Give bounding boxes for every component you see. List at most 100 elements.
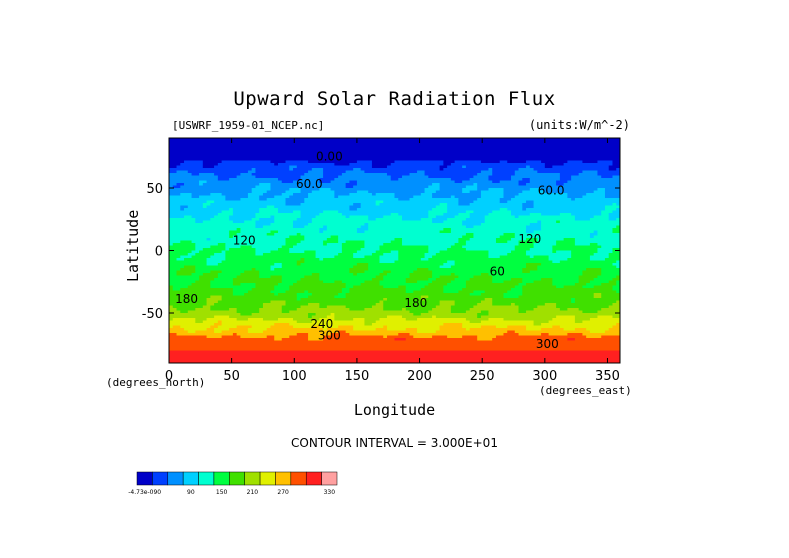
field-cell (484, 158, 490, 162)
field-cell (247, 190, 253, 194)
field-cell (229, 175, 234, 179)
field-cell (503, 175, 508, 179)
field-cell (375, 190, 381, 194)
field-cell (338, 175, 343, 179)
field-cell (259, 180, 264, 184)
field-cell (413, 223, 418, 227)
field-cell (458, 178, 463, 182)
field-cell (356, 155, 362, 159)
field-cell (503, 215, 508, 219)
field-cell (458, 218, 463, 222)
field-cell (601, 163, 606, 167)
field-cell (334, 148, 339, 152)
field-cell (462, 138, 467, 142)
field-cell (315, 138, 320, 142)
field-cell (417, 183, 422, 187)
field-cell (559, 180, 565, 184)
field-cell (184, 143, 189, 147)
field-cell (326, 148, 332, 152)
field-cell (563, 163, 568, 167)
field-cell (413, 170, 418, 174)
field-cell (394, 220, 399, 224)
field-cell (593, 195, 599, 199)
field-cell (522, 188, 527, 192)
field-cell (311, 138, 317, 142)
field-cell (274, 143, 279, 147)
field-cell (616, 218, 620, 222)
field-cell (345, 148, 350, 152)
field-cell (236, 208, 242, 212)
field-cell (221, 193, 226, 197)
field-cell (405, 188, 411, 192)
field-cell (277, 173, 283, 177)
field-cell (454, 138, 459, 142)
field-cell (285, 203, 290, 207)
field-cell (386, 168, 392, 172)
field-cell (469, 218, 475, 222)
field-cell (293, 168, 298, 172)
field-cell (240, 190, 245, 194)
field-cell (206, 138, 211, 142)
field-cell (541, 185, 546, 189)
field-cell (582, 173, 587, 177)
field-cell (571, 195, 576, 199)
field-cell (191, 138, 196, 142)
field-cell (477, 200, 482, 204)
field-cell (379, 175, 384, 179)
field-cell (338, 190, 343, 194)
field-cell (240, 175, 245, 179)
field-cell (541, 183, 546, 187)
field-cell (473, 155, 478, 159)
field-cell (315, 165, 320, 169)
field-cell (375, 163, 381, 167)
field-cell (529, 208, 535, 212)
field-cell (169, 158, 174, 162)
field-cell (277, 160, 283, 164)
field-cell (563, 205, 568, 209)
field-cell (221, 220, 226, 224)
field-cell (574, 215, 580, 219)
field-cell (552, 160, 557, 164)
field-cell (225, 205, 230, 209)
field-cell (548, 150, 553, 154)
field-cell (326, 178, 332, 182)
field-cell (495, 178, 501, 182)
field-cell (480, 220, 486, 224)
field-cell (417, 205, 422, 209)
field-cell (511, 190, 516, 194)
field-cell (495, 175, 501, 179)
field-cell (315, 160, 320, 164)
field-cell (552, 153, 557, 157)
field-cell (413, 183, 418, 187)
field-cell (469, 205, 475, 209)
field-cell (533, 158, 538, 162)
field-cell (552, 198, 557, 202)
dataset-label: [USWRF_1959-01_NCEP.nc] (172, 119, 325, 132)
field-cell (563, 218, 568, 222)
field-cell (341, 183, 347, 187)
field-cell (522, 223, 527, 227)
field-cell (405, 190, 411, 194)
field-cell (469, 140, 475, 144)
field-cell (578, 188, 584, 192)
field-cell (353, 175, 358, 179)
field-cell (484, 180, 490, 184)
field-cell (195, 170, 200, 174)
field-cell (522, 198, 527, 202)
field-cell (480, 210, 486, 214)
field-cell (567, 163, 572, 167)
field-cell (375, 213, 381, 217)
field-cell (514, 190, 520, 194)
field-cell (616, 210, 620, 214)
field-cell (315, 153, 320, 157)
field-cell (349, 213, 354, 217)
field-cell (503, 178, 508, 182)
field-cell (364, 215, 369, 219)
field-cell (240, 150, 245, 154)
field-cell (417, 175, 422, 179)
field-cell (326, 143, 332, 147)
field-cell (277, 178, 283, 182)
field-cell (567, 198, 572, 202)
field-cell (210, 153, 215, 157)
field-cell (172, 203, 178, 207)
